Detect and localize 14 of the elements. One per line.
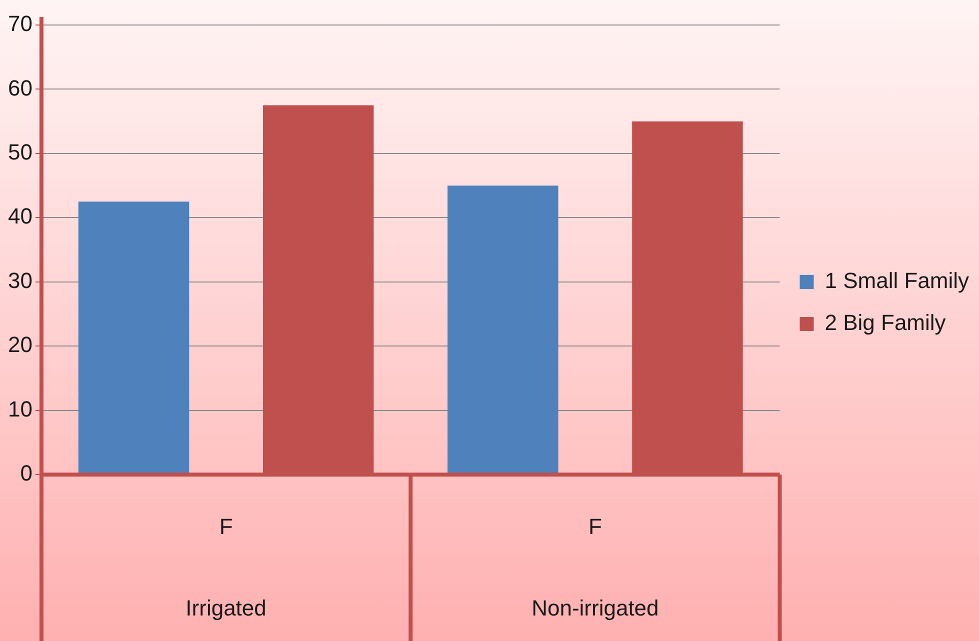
y-tick-label: 60 — [8, 75, 32, 100]
y-tick-label: 30 — [8, 268, 32, 293]
text: Irrigated — [186, 596, 266, 621]
legend-label: 2 Big Family — [824, 310, 946, 336]
y-tick-label: 20 — [8, 332, 32, 358]
y-tick-label: 40 — [8, 204, 32, 229]
y-tick-label: 50 — [8, 140, 32, 165]
x-tick-label: F — [219, 514, 233, 539]
text: Non-irrigated — [532, 596, 659, 621]
x-tick-label: F — [588, 514, 602, 539]
y-tick-label: 0 — [20, 460, 32, 486]
y-tick-label: 10 — [8, 396, 32, 422]
y-tick-label: 70 — [8, 11, 32, 36]
legend-label: 1 Small Family — [824, 268, 970, 294]
